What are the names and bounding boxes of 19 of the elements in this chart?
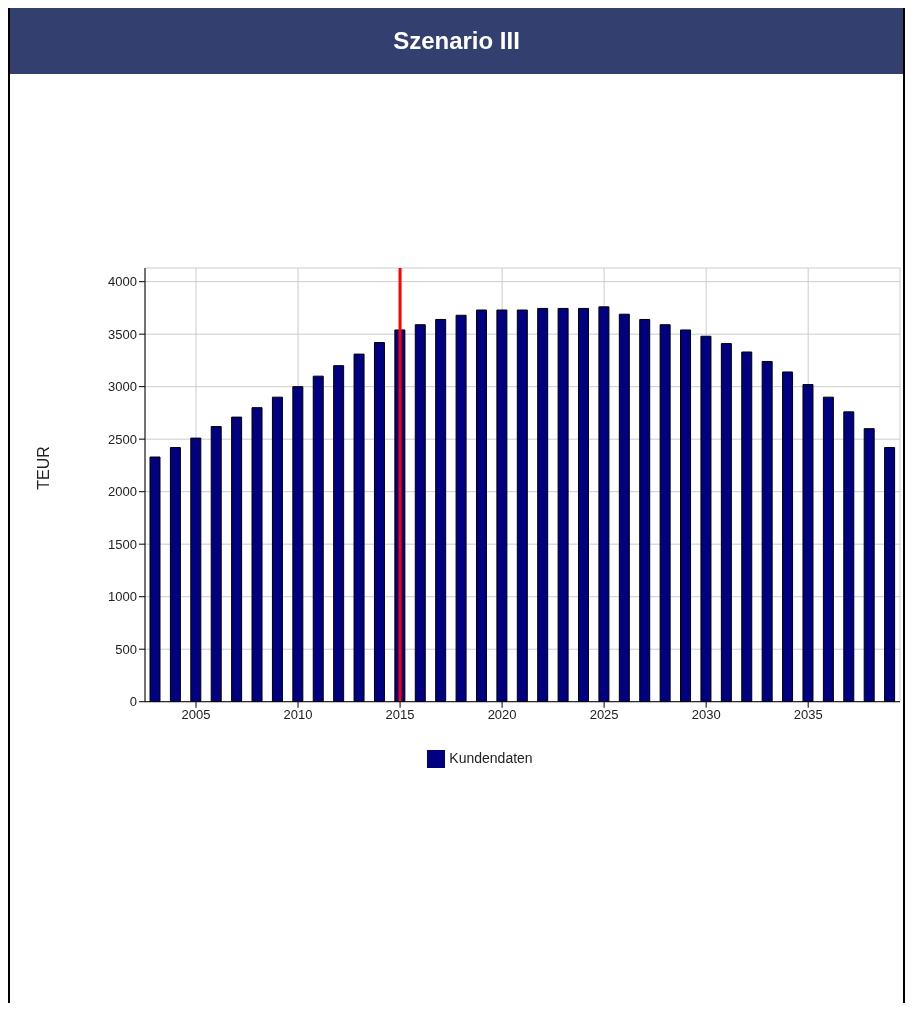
x-tick-label: 2020 [487, 706, 517, 722]
chart-title: Szenario III [10, 8, 903, 74]
x-tick-label: 2030 [691, 706, 721, 722]
x-tick-label: 2005 [181, 706, 211, 722]
y-tick-label: 0 [129, 694, 137, 710]
y-tick-label: 3500 [108, 326, 137, 342]
x-tick-label: 2025 [589, 706, 619, 722]
y-axis-title: TEUR [35, 446, 53, 490]
x-tick-label: 2035 [793, 706, 823, 722]
legend-label: Kundendaten [449, 749, 533, 766]
y-tick-label: 500 [115, 641, 137, 657]
y-tick-label: 1500 [108, 536, 137, 552]
y-tick-label: 4000 [108, 274, 137, 290]
x-tick-label: 2015 [385, 706, 415, 722]
y-tick-label: 2000 [108, 484, 137, 500]
y-tick-label: 1000 [108, 589, 137, 605]
y-tick-label: 2500 [108, 431, 137, 447]
x-tick-label: 2010 [283, 706, 313, 722]
y-tick-label: 3000 [108, 379, 137, 395]
